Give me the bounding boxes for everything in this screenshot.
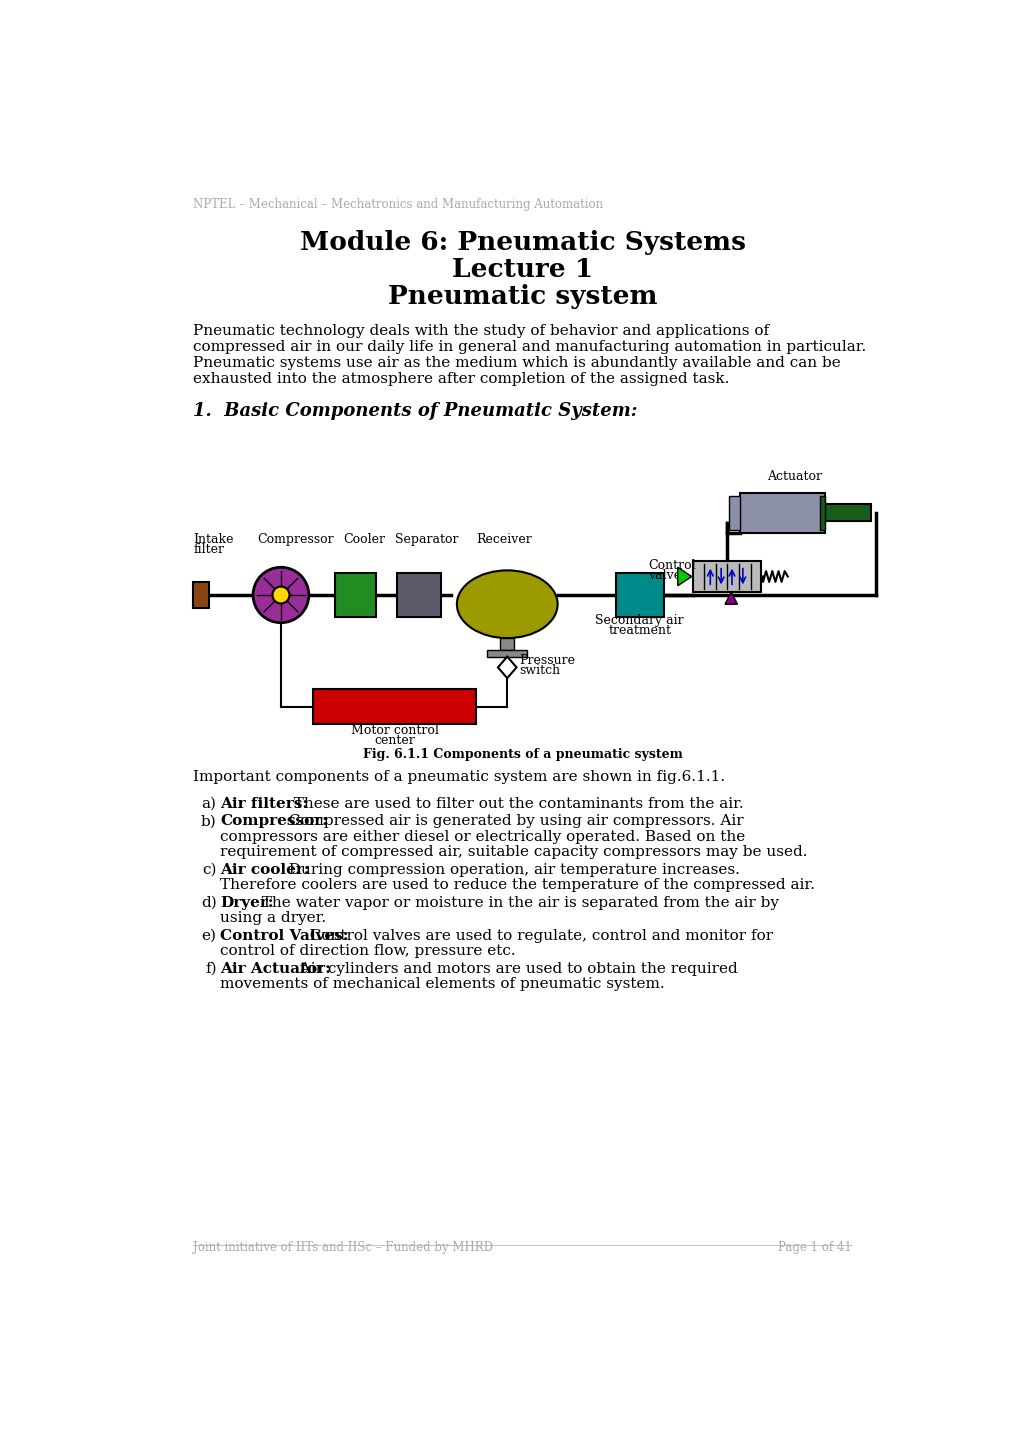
Text: Air cylinders and motors are used to obtain the required: Air cylinders and motors are used to obt… (289, 962, 737, 976)
Text: Air cooler:: Air cooler: (220, 862, 310, 877)
Bar (335, 574, 375, 617)
Text: e): e) (202, 929, 216, 943)
Text: d): d) (201, 895, 216, 910)
Text: using a dryer.: using a dryer. (220, 911, 326, 926)
Bar (739, 493, 824, 532)
Text: These are used to filter out the contaminants from the air.: These are used to filter out the contami… (284, 796, 743, 810)
Bar (693, 561, 761, 591)
Text: Module 6: Pneumatic Systems: Module 6: Pneumatic Systems (300, 231, 745, 255)
Text: Joint initiative of IITs and IISc – Funded by MHRD: Joint initiative of IITs and IISc – Fund… (194, 1242, 493, 1255)
Text: Control: Control (648, 559, 695, 572)
Text: 1.  Basic Components of Pneumatic System:: 1. Basic Components of Pneumatic System: (194, 402, 637, 421)
Text: Dryer:: Dryer: (220, 895, 274, 910)
Polygon shape (725, 591, 737, 604)
Text: c): c) (202, 862, 216, 877)
Text: control of direction flow, pressure etc.: control of direction flow, pressure etc. (220, 945, 516, 959)
Text: The water vapor or moisture in the air is separated from the air by: The water vapor or moisture in the air i… (252, 895, 779, 910)
Text: Pneumatic system: Pneumatic system (387, 284, 657, 309)
Text: Secondary air: Secondary air (595, 614, 684, 627)
Text: Receiver: Receiver (476, 532, 532, 545)
Text: Control valves are used to regulate, control and monitor for: Control valves are used to regulate, con… (300, 929, 772, 943)
Text: Therefore coolers are used to reduce the temperature of the compressed air.: Therefore coolers are used to reduce the… (220, 878, 814, 893)
Text: Fig. 6.1.1 Components of a pneumatic system: Fig. 6.1.1 Components of a pneumatic sys… (363, 748, 682, 761)
Bar (499, 639, 514, 650)
Text: filter: filter (194, 542, 224, 555)
Text: center: center (374, 734, 415, 747)
Bar (729, 496, 739, 529)
Text: requirement of compressed air, suitable capacity compressors may be used.: requirement of compressed air, suitable … (220, 845, 807, 859)
Text: During compression operation, air temperature increases.: During compression operation, air temper… (278, 862, 739, 877)
Text: compressors are either diesel or electrically operated. Based on the: compressors are either diesel or electri… (220, 829, 745, 844)
Text: valve: valve (648, 568, 681, 581)
Circle shape (272, 587, 289, 603)
Text: compressed air in our daily life in general and manufacturing automation in part: compressed air in our daily life in gene… (194, 340, 866, 353)
Text: Compressor:: Compressor: (220, 815, 328, 828)
Bar (194, 583, 209, 609)
Text: Important components of a pneumatic system are shown in fig.6.1.1.: Important components of a pneumatic syst… (194, 770, 725, 784)
Text: Control Valves:: Control Valves: (220, 929, 348, 943)
Text: NPTEL – Mechanical – Mechatronics and Manufacturing Automation: NPTEL – Mechanical – Mechatronics and Ma… (194, 198, 603, 211)
Text: f): f) (205, 962, 216, 976)
Text: movements of mechanical elements of pneumatic system.: movements of mechanical elements of pneu… (220, 978, 664, 992)
Text: Compressed air is generated by using air compressors. Air: Compressed air is generated by using air… (278, 815, 743, 828)
Text: Motor control: Motor control (351, 724, 438, 737)
Text: Page 1 of 41: Page 1 of 41 (777, 1242, 851, 1255)
Text: Cooler: Cooler (342, 532, 384, 545)
Text: a): a) (202, 796, 216, 810)
Text: Intake: Intake (194, 532, 233, 545)
Text: Compressor: Compressor (258, 532, 334, 545)
Text: Lecture 1: Lecture 1 (451, 257, 593, 283)
Bar (824, 505, 870, 521)
Polygon shape (677, 567, 691, 585)
Text: Pneumatic technology deals with the study of behavior and applications of: Pneumatic technology deals with the stud… (194, 324, 768, 337)
Text: Pneumatic systems use air as the medium which is abundantly available and can be: Pneumatic systems use air as the medium … (194, 356, 841, 371)
Text: Air Actuator:: Air Actuator: (220, 962, 331, 976)
Bar (615, 574, 663, 617)
Bar (487, 650, 527, 656)
Circle shape (253, 567, 309, 623)
Bar (396, 574, 440, 617)
Text: b): b) (201, 815, 216, 828)
Polygon shape (497, 656, 516, 678)
Text: exhausted into the atmosphere after completion of the assigned task.: exhausted into the atmosphere after comp… (194, 372, 729, 386)
Ellipse shape (457, 571, 557, 639)
Bar (313, 689, 476, 724)
Text: Separator: Separator (394, 532, 458, 545)
Text: Air filters:: Air filters: (220, 796, 308, 810)
Text: treatment: treatment (607, 624, 671, 637)
Bar (819, 496, 824, 529)
Text: Pressure: Pressure (519, 655, 575, 668)
Text: Actuator: Actuator (766, 470, 821, 483)
Text: switch: switch (519, 665, 560, 678)
